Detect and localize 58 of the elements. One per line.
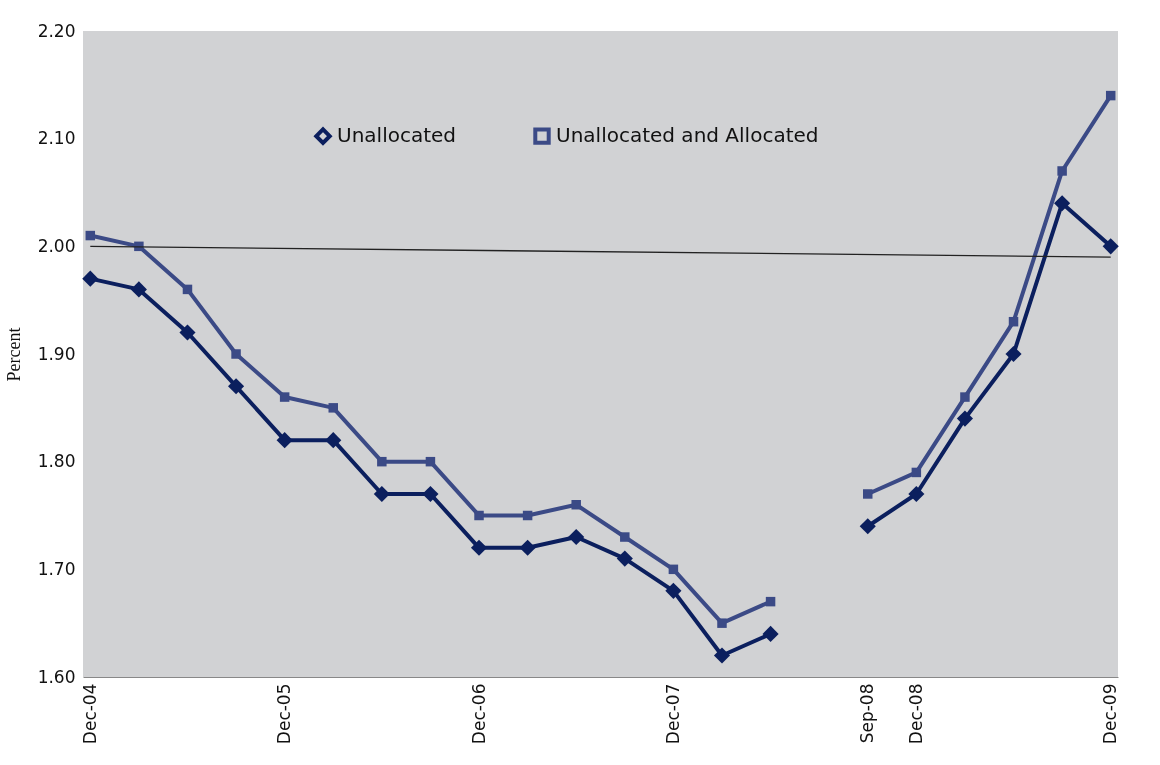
point (182, 284, 193, 295)
y-tick-label: 1.70 (37, 558, 76, 579)
point (956, 410, 973, 427)
point (279, 392, 290, 402)
point (665, 582, 682, 599)
point (377, 456, 387, 467)
x-tick-label: Dec-06 (468, 683, 489, 745)
point (668, 564, 679, 575)
x-tick-label: Dec-05 (274, 683, 295, 745)
y-tick-label: 2.20 (37, 20, 76, 41)
x-tick-label: Sep-08 (857, 683, 878, 744)
y-tick-label: 1.80 (37, 451, 76, 472)
point (908, 485, 925, 503)
y-tick-label: 2.10 (37, 128, 76, 149)
point (474, 510, 484, 521)
point (325, 432, 342, 449)
legend-label: Unallocated (337, 123, 457, 148)
point (1102, 238, 1119, 255)
point (425, 456, 436, 467)
point (911, 467, 922, 478)
point (571, 499, 581, 510)
point (717, 618, 727, 628)
x-tick-label: Dec-09 (1100, 683, 1121, 745)
point (1008, 316, 1019, 327)
point (228, 378, 245, 395)
point (1057, 166, 1067, 176)
point (765, 596, 776, 607)
point (519, 539, 536, 556)
y-tick-label: 1.90 (37, 343, 76, 364)
y-tick-label: 2.00 (37, 235, 76, 256)
point (276, 432, 293, 449)
point (620, 532, 630, 542)
point (179, 324, 196, 341)
point (231, 349, 241, 359)
legend-label: Unallocated and Allocated (556, 123, 819, 148)
y-axis-title: Percent (3, 327, 24, 382)
point (470, 539, 488, 556)
point (1005, 345, 1022, 363)
point (762, 625, 779, 642)
point (373, 485, 390, 503)
x-tick-label: Dec-04 (79, 683, 100, 745)
point (328, 403, 338, 413)
point (422, 485, 439, 503)
point (859, 518, 876, 535)
point (960, 392, 970, 402)
point (1105, 90, 1116, 101)
point (130, 281, 147, 298)
y-tick-label: 1.60 (37, 666, 76, 687)
point (568, 528, 585, 546)
x-tick-label: Dec-07 (662, 683, 683, 745)
point (85, 230, 96, 241)
point (713, 647, 731, 664)
point (616, 550, 633, 567)
point (863, 489, 873, 499)
x-tick-label: Dec-08 (905, 683, 926, 745)
point (82, 270, 99, 287)
point (1054, 195, 1071, 212)
point (522, 510, 533, 521)
